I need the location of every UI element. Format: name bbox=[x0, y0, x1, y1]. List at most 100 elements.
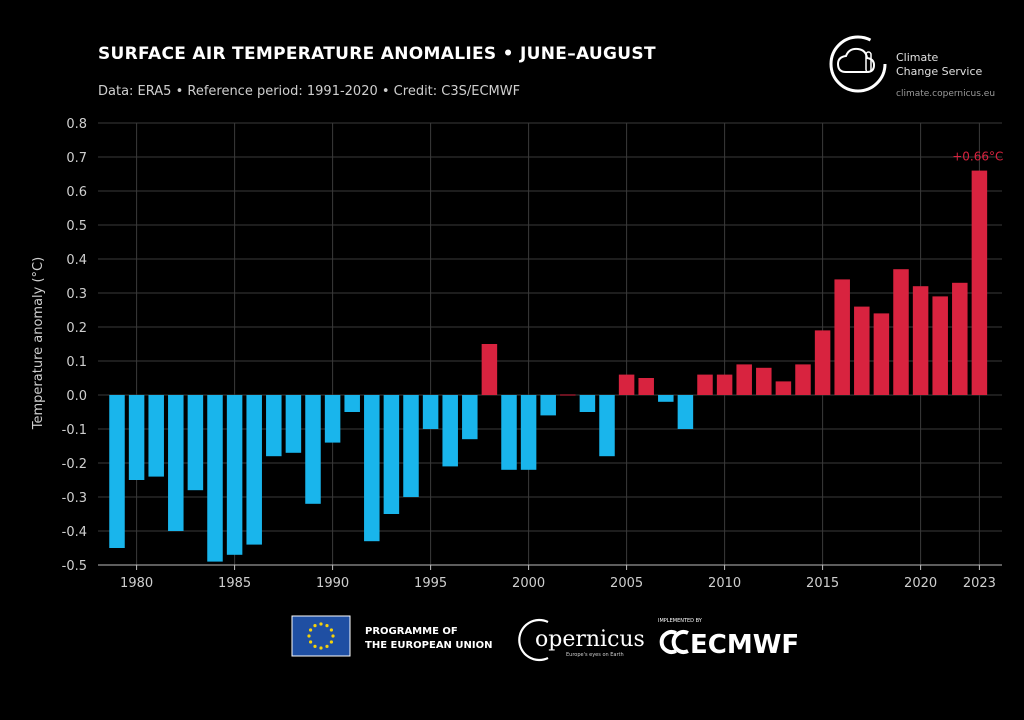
eu-star-icon bbox=[331, 634, 335, 638]
y-tick-label: 0.5 bbox=[66, 219, 87, 234]
bar-1980 bbox=[128, 395, 145, 480]
copernicus-c-icon bbox=[518, 618, 549, 662]
chart-title: SURFACE AIR TEMPERATURE ANOMALIES • JUNE… bbox=[98, 44, 656, 64]
y-axis-label: Temperature anomaly (°C) bbox=[31, 257, 46, 430]
ecmwf-tagline: IMPLEMENTED BY bbox=[658, 618, 703, 624]
x-tick-label: 2020 bbox=[904, 576, 937, 591]
bar-2005 bbox=[618, 374, 635, 395]
y-tick-label: -0.3 bbox=[62, 491, 87, 506]
bar-2000 bbox=[520, 395, 537, 470]
bar-1989 bbox=[305, 395, 321, 504]
eu-star-icon bbox=[313, 624, 317, 628]
bar-2016 bbox=[834, 279, 850, 395]
bars bbox=[109, 170, 988, 562]
bar-1991 bbox=[344, 395, 360, 412]
eu-text-line2: THE EUROPEAN UNION bbox=[365, 640, 493, 651]
x-tick-label: 2015 bbox=[806, 576, 839, 591]
eu-star-icon bbox=[309, 640, 313, 644]
x-tick-label: 1985 bbox=[218, 576, 251, 591]
x-tick-label: 1980 bbox=[120, 576, 153, 591]
y-tick-label: -0.2 bbox=[62, 457, 87, 472]
copernicus-name: opernicus bbox=[535, 627, 645, 652]
bar-2009 bbox=[697, 374, 713, 395]
bar-2002 bbox=[560, 394, 576, 396]
y-tick-label: 0.1 bbox=[66, 355, 87, 370]
ecmwf-mark-icon bbox=[659, 630, 689, 654]
bar-2013 bbox=[775, 381, 792, 395]
bar-2018 bbox=[873, 313, 890, 395]
bar-2006 bbox=[638, 378, 654, 395]
bar-1999 bbox=[501, 395, 517, 470]
bar-2007 bbox=[658, 395, 674, 402]
c3s-ring-icon bbox=[829, 35, 887, 93]
bar-2015 bbox=[814, 330, 831, 395]
eu-star-icon bbox=[319, 622, 323, 626]
bar-1997 bbox=[462, 395, 478, 440]
y-tick-label: -0.5 bbox=[62, 559, 87, 574]
bar-2022 bbox=[952, 282, 968, 395]
copernicus-tagline: Europe's eyes on Earth bbox=[566, 652, 624, 658]
y-tick-label: 0.6 bbox=[66, 185, 87, 200]
x-tick-label: 2005 bbox=[610, 576, 643, 591]
eu-star-icon bbox=[307, 634, 311, 638]
bar-1985 bbox=[226, 395, 243, 555]
bar-1992 bbox=[364, 395, 380, 542]
bar-2019 bbox=[893, 269, 909, 395]
x-axis-ticks: 1980 1985 1990 1995 2000 2005 2010 2015 2020 2023 bbox=[120, 565, 996, 591]
thermometer-icon bbox=[865, 51, 872, 73]
c3s-logo: Climate Change Service climate.copernicu… bbox=[829, 35, 995, 99]
bar-1984 bbox=[207, 395, 223, 562]
y-axis-ticks: 0.8 0.7 0.6 0.5 0.4 0.3 0.2 0.1 0.0 -0.1 -0.2 -0.3 -… bbox=[62, 117, 87, 574]
x-tick-label: 2010 bbox=[708, 576, 741, 591]
eu-star-icon bbox=[325, 624, 329, 628]
bar-1982 bbox=[168, 395, 184, 531]
chart-subtitle: Data: ERA5 • Reference period: 1991-2020… bbox=[98, 84, 520, 99]
bar-2021 bbox=[932, 296, 948, 395]
bar-2017 bbox=[854, 306, 870, 395]
bar-2010 bbox=[716, 374, 733, 395]
eu-flag-icon bbox=[291, 615, 351, 657]
y-tick-label: -0.1 bbox=[62, 423, 87, 438]
y-tick-label: 0.3 bbox=[66, 287, 87, 302]
bar-2023 bbox=[971, 170, 988, 395]
c3s-name-line1: Climate bbox=[896, 51, 939, 64]
bar-1987 bbox=[266, 395, 282, 457]
bar-2008 bbox=[677, 395, 694, 429]
eu-star-icon bbox=[319, 646, 323, 650]
eu-logo: PROGRAMME OF THE EUROPEAN UNION bbox=[291, 615, 493, 657]
bar-1995 bbox=[422, 395, 439, 429]
eu-stars-icon bbox=[307, 622, 335, 650]
y-tick-label: 0.0 bbox=[66, 389, 87, 404]
eu-star-icon bbox=[329, 640, 333, 644]
bar-1994 bbox=[403, 395, 419, 497]
bar-2001 bbox=[540, 395, 556, 416]
bar-1996 bbox=[442, 395, 458, 467]
eu-star-icon bbox=[329, 628, 333, 632]
bar-2004 bbox=[599, 395, 615, 457]
bar-2020 bbox=[912, 286, 929, 395]
eu-star-icon bbox=[325, 644, 329, 648]
bar-1990 bbox=[324, 395, 341, 443]
bar-1988 bbox=[285, 395, 302, 453]
x-tick-label: 1995 bbox=[414, 576, 447, 591]
y-tick-label: 0.2 bbox=[66, 321, 87, 336]
c3s-url: climate.copernicus.eu bbox=[896, 89, 995, 99]
bar-1981 bbox=[148, 395, 164, 477]
eu-star-icon bbox=[309, 628, 313, 632]
eu-star-icon bbox=[313, 644, 317, 648]
max-value-annotation: +0.66°C bbox=[952, 150, 1003, 164]
x-tick-label: 1990 bbox=[316, 576, 349, 591]
bar-2012 bbox=[756, 367, 772, 395]
ecmwf-logo: IMPLEMENTED BY ECMWF bbox=[658, 618, 799, 660]
cloud-icon bbox=[836, 47, 876, 73]
bar-2003 bbox=[579, 395, 596, 412]
bar-1998 bbox=[481, 344, 498, 395]
x-tick-label: 2000 bbox=[512, 576, 545, 591]
x-tick-label: 2023 bbox=[963, 576, 996, 591]
eu-text-line1: PROGRAMME OF bbox=[365, 626, 458, 637]
bar-2011 bbox=[736, 364, 752, 395]
y-tick-label: 0.8 bbox=[66, 117, 87, 132]
bar-2014 bbox=[795, 364, 811, 395]
c3s-name-line2: Change Service bbox=[896, 65, 982, 78]
